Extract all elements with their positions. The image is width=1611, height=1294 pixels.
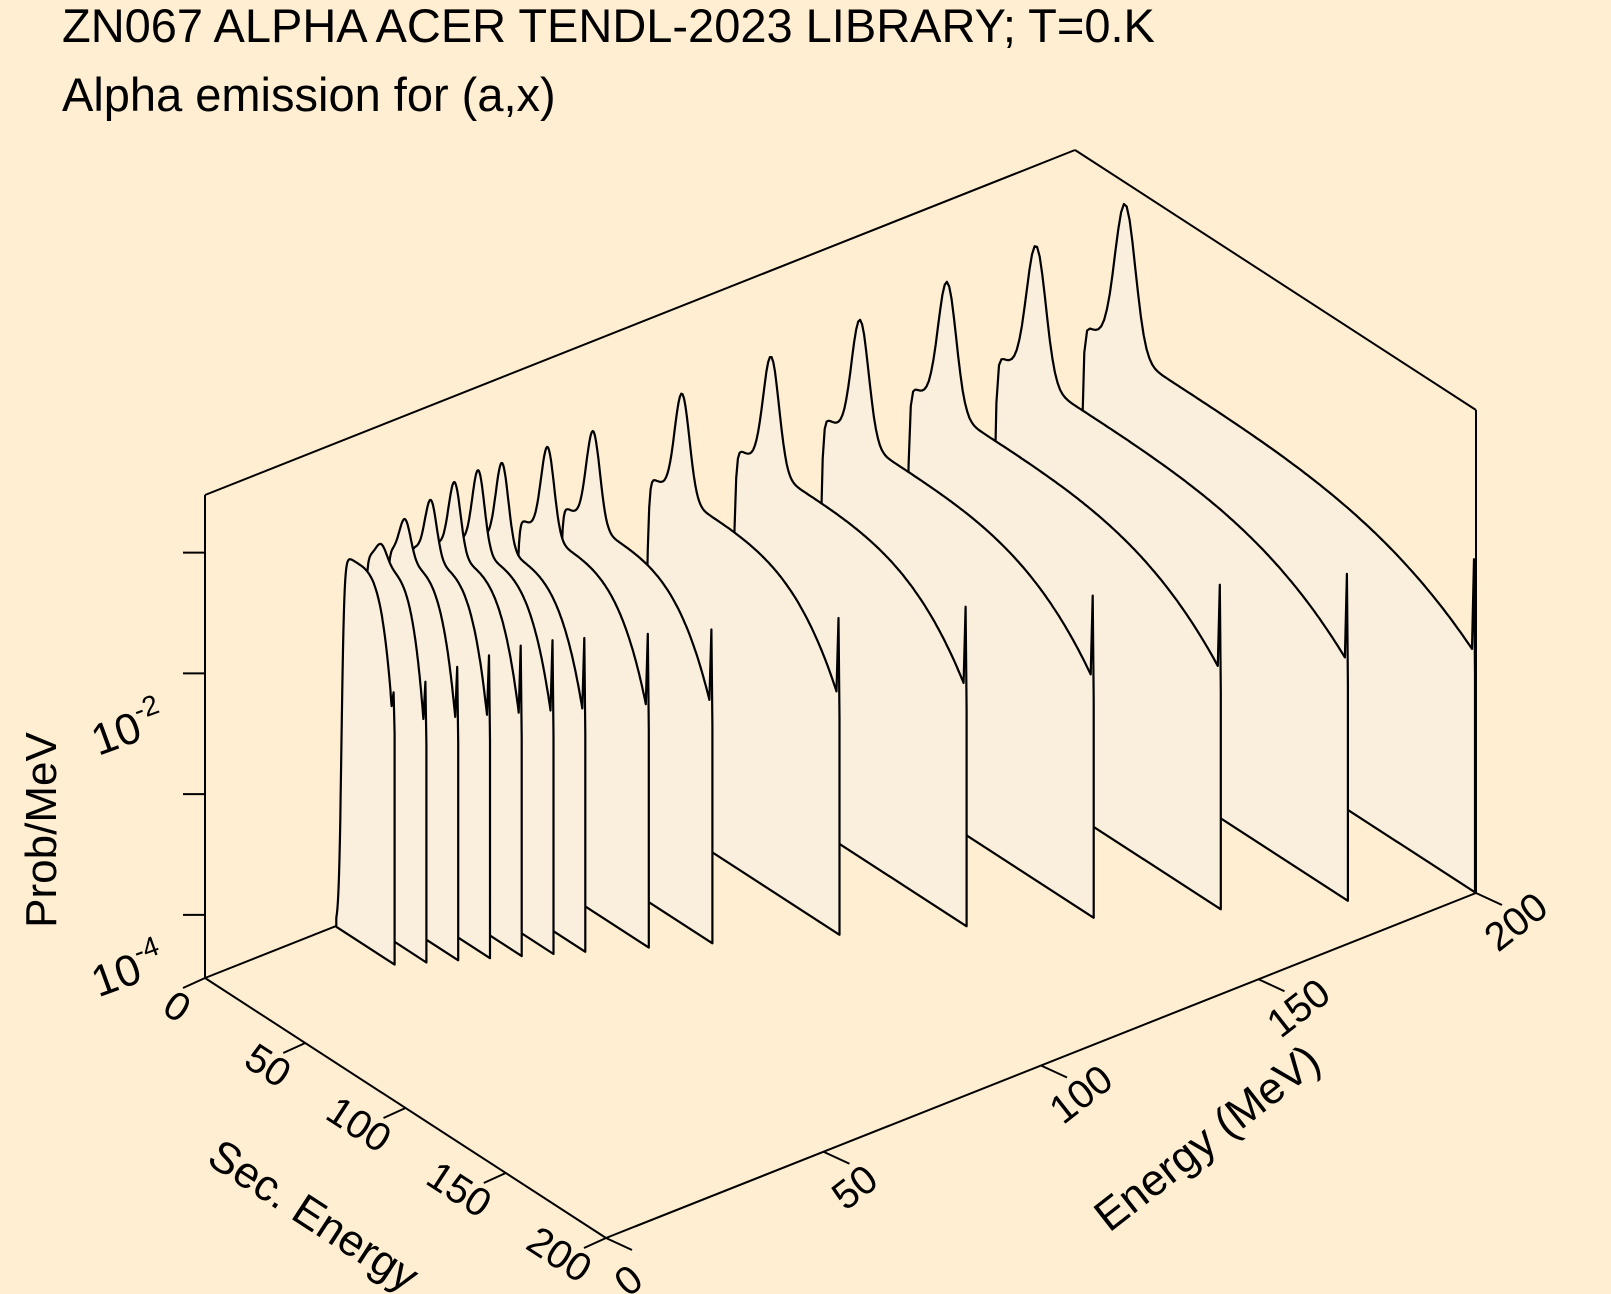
incident-energy-tick-50: [823, 1150, 850, 1165]
incident-energy-tick-150: [1258, 978, 1285, 993]
chart-title: ZN067 ALPHA ACER TENDL-2023 LIBRARY; T=0…: [62, 0, 1155, 52]
incident-energy-tick-0: [605, 1237, 633, 1251]
spectrum-curve-180MeV: [987, 245, 1349, 902]
sec-energy-tick-100: [383, 1107, 406, 1119]
back-wall-top-line: [204, 149, 1076, 496]
sec-energy-tick-0: [182, 977, 206, 989]
right-wall-top-line: [1074, 149, 1477, 411]
incident-energy-tick-200: [1475, 892, 1503, 906]
spectrum-curve-200MeV: [1074, 202, 1477, 894]
spectra-curves: [335, 202, 1477, 966]
sec-energy-tick-200: [583, 1237, 607, 1249]
spectrum-curve-30MeV: [335, 558, 396, 966]
incident-energy-tick-100: [1040, 1064, 1068, 1079]
sec-energy-tick-50: [282, 1042, 306, 1054]
sec-energy-tick-150: [483, 1172, 507, 1184]
prob-axis-label: Prob/MeV: [17, 732, 66, 928]
chart-subtitle: Alpha emission for (a,x): [62, 68, 556, 121]
